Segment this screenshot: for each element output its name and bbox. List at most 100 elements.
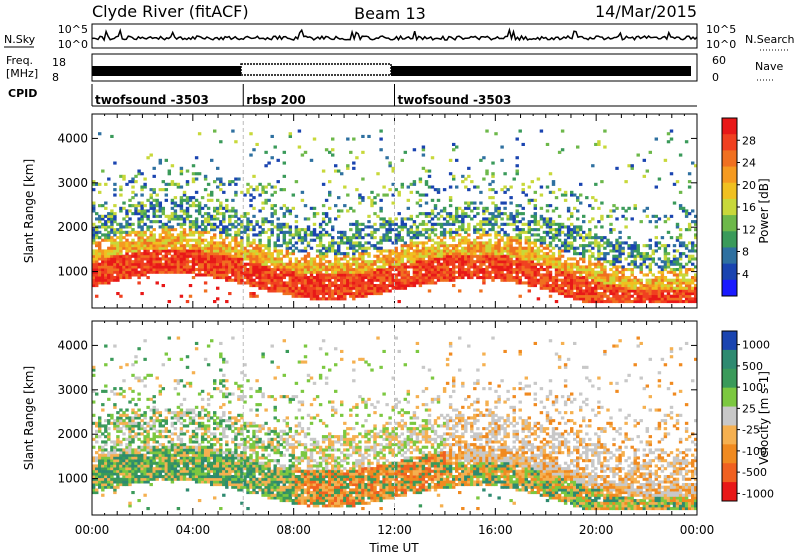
scatter-cell (240, 225, 244, 229)
scatter-cell (324, 246, 329, 250)
scatter-cell (479, 241, 483, 245)
scatter-cell (131, 177, 135, 181)
scatter-cell (527, 276, 532, 280)
scatter-cell (509, 265, 513, 269)
scatter-cell (545, 233, 550, 237)
scatter-cell (497, 206, 501, 210)
scatter-cell (509, 260, 513, 264)
scatter-cell (452, 252, 456, 256)
scatter-cell (288, 265, 293, 269)
scatter-cell (334, 268, 338, 272)
scatter-cell (134, 233, 138, 237)
scatter-cell (412, 180, 417, 184)
scatter-cell (681, 289, 686, 293)
scatter-cell (373, 273, 377, 277)
scatter-cell (669, 278, 674, 282)
scatter-cell (334, 281, 338, 285)
scatter-cell (582, 236, 586, 240)
scatter-cell (318, 281, 323, 285)
scatter-cell (273, 270, 277, 274)
scatter-cell (113, 230, 117, 234)
scatter-cell (485, 169, 489, 173)
scatter-cell (394, 241, 398, 245)
scatter-cell (527, 278, 532, 282)
scatter-cell (500, 246, 504, 250)
scatter-cell (509, 262, 513, 266)
scatter-cell (455, 185, 459, 189)
scatter-cell (261, 252, 265, 256)
scatter-cell (445, 278, 450, 282)
scatter-cell (418, 241, 423, 245)
scatter-cell (515, 169, 519, 173)
scatter-cell (128, 209, 132, 213)
scatter-cell (530, 249, 535, 253)
scatter-cell (551, 289, 556, 293)
scatter-cell (140, 233, 144, 237)
scatter-cell (234, 257, 238, 261)
scatter-cell (618, 289, 622, 293)
scatter-cell (312, 262, 317, 266)
scatter-cell (436, 257, 441, 261)
scatter-cell (222, 276, 226, 280)
scatter-cell (554, 230, 559, 234)
scatter-cell (137, 276, 141, 280)
scatter-cell (615, 270, 619, 274)
scatter-cell (415, 262, 420, 266)
scatter-cell (439, 241, 444, 245)
scatter-cell (515, 233, 519, 237)
scatter-cell (352, 233, 356, 237)
scatter-cell (122, 260, 126, 264)
scatter-cell (98, 182, 102, 186)
scatter-cell (306, 270, 311, 274)
scatter-cell (627, 284, 631, 288)
scatter-cell (394, 222, 398, 226)
scatter-cell (391, 249, 395, 253)
scatter-cell (509, 257, 513, 261)
scatter-cell (361, 268, 365, 272)
scatter-cell (134, 262, 138, 266)
scatter-cell (318, 257, 323, 261)
scatter-cell (609, 273, 613, 277)
scatter-cell (591, 281, 595, 285)
scatter-cell (588, 292, 592, 296)
scatter-cell (340, 230, 344, 234)
scatter-cell (494, 233, 498, 237)
scatter-cell (576, 246, 580, 250)
scatter-cell (491, 246, 495, 250)
scatter-cell (164, 246, 169, 250)
scatter-cell (385, 233, 389, 237)
scatter-cell (615, 254, 619, 258)
scatter-cell (588, 268, 592, 272)
scatter-cell (261, 276, 265, 280)
scatter-cell (633, 257, 637, 261)
scatter-cell (452, 220, 456, 224)
scatter-cell (400, 217, 405, 221)
scatter-cell (370, 204, 374, 208)
scatter-cell (155, 268, 159, 272)
scatter-cell (666, 300, 671, 304)
scatter-cell (603, 273, 607, 277)
scatter-cell (312, 278, 317, 282)
scatter-cell (684, 284, 689, 288)
scatter-cell (467, 276, 471, 280)
scatter-cell (476, 185, 480, 189)
scatter-cell (557, 238, 562, 242)
scatter-cell (361, 276, 365, 280)
scatter-cell (557, 233, 562, 237)
scatter-cell (107, 427, 111, 431)
scatter-cell (334, 262, 338, 266)
scatter-cell (660, 294, 665, 298)
scatter-cell (388, 238, 392, 242)
scatter-cell (633, 244, 637, 248)
scatter-cell (452, 177, 456, 181)
scatter-cell (346, 292, 350, 296)
scatter-cell (467, 244, 471, 248)
scatter-cell (228, 214, 232, 218)
scatter-cell (684, 270, 689, 274)
scatter-cell (430, 273, 435, 277)
scatter-cell (536, 246, 541, 250)
scatter-cell (627, 292, 631, 296)
scatter-cell (591, 217, 595, 221)
scatter-cell (282, 254, 287, 258)
scatter-cell (219, 204, 223, 208)
